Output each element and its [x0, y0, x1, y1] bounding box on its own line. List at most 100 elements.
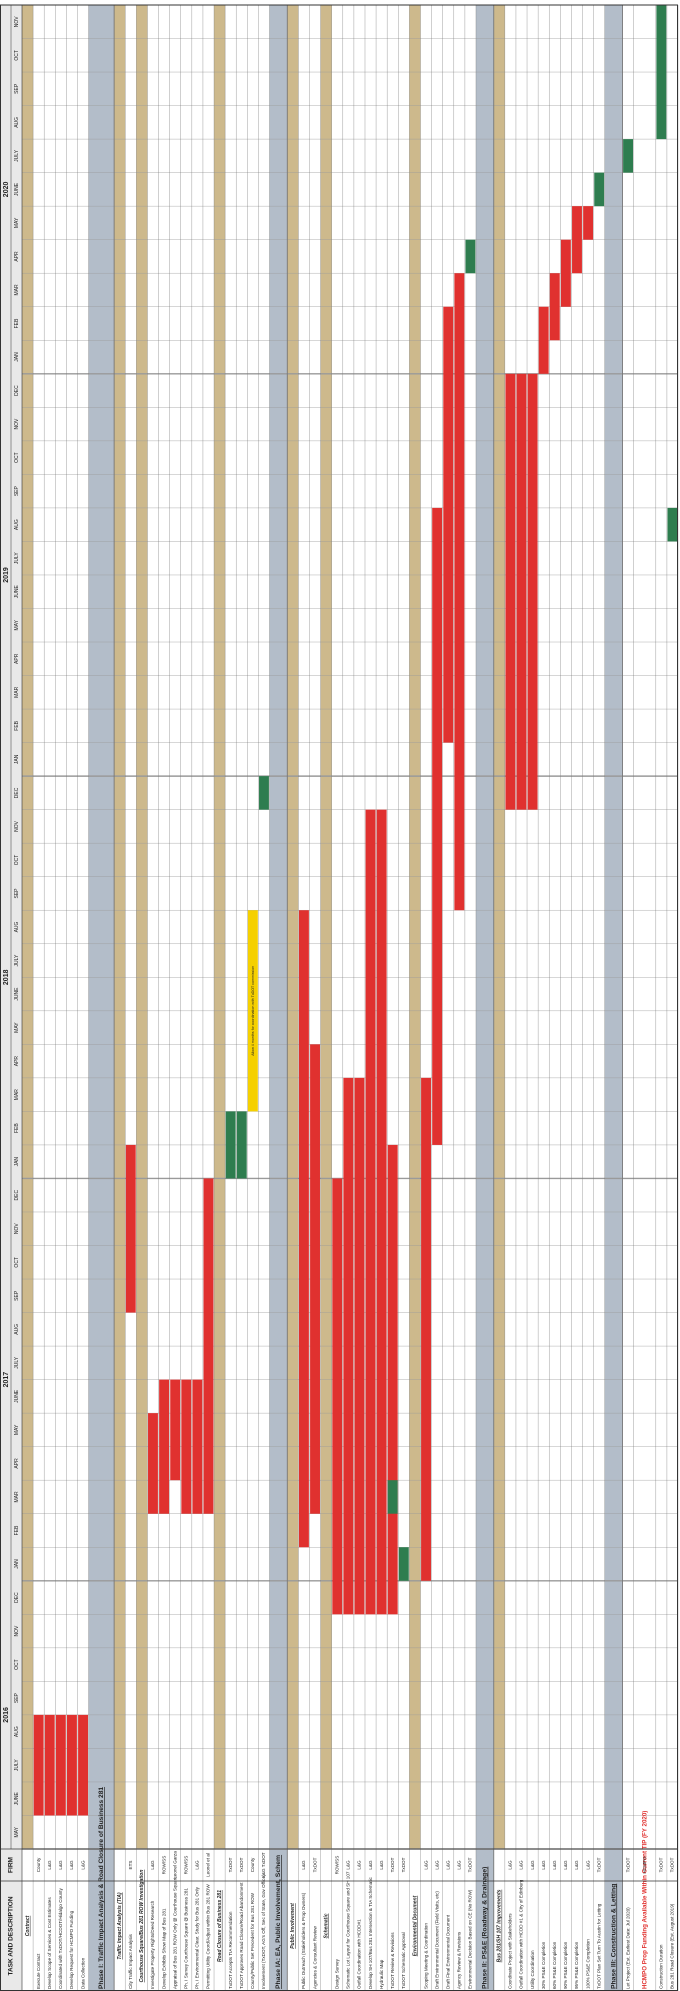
firm-name: TxDOT [468, 1857, 473, 1872]
subsection-band [22, 5, 34, 1849]
month-label: APR [14, 1056, 20, 1067]
firm-name: L&G [563, 1860, 568, 1870]
month-label: JAN [14, 1559, 20, 1569]
gantt-bar [549, 273, 560, 341]
firm-name: L&G [80, 1860, 85, 1870]
gantt-bar [516, 373, 527, 810]
firm-name: L&G [457, 1860, 462, 1870]
month-label: APR [14, 251, 20, 262]
task-name: TxDOT Approves Road Closure/Road Abandon… [239, 1882, 244, 1989]
month-label: NOV [14, 418, 20, 430]
gantt-bar [354, 1077, 365, 1615]
firm-name: ROW/SS [161, 1856, 166, 1875]
month-label: JUNE [14, 1389, 20, 1403]
gantt-bar [33, 1714, 44, 1816]
subsection-title: Road Closure of Business 281 [217, 1890, 223, 1962]
task-name: Permitting Utility Coord/Adjust within B… [206, 1884, 211, 1989]
month-label: MAY [14, 1022, 20, 1033]
task-name: Design Survey [334, 1958, 339, 1989]
firm-name: TxDOT [659, 1857, 664, 1872]
gantt-bar [332, 1178, 343, 1615]
firm-name: L&G [445, 1860, 450, 1870]
firm-name: L&G [434, 1860, 439, 1870]
section-title: Phase II: PS&E (Roadway & Drainage) [482, 1867, 489, 1989]
task-name: 95% PS&E Completion [574, 1941, 579, 1989]
year-label: 2016 [3, 1707, 10, 1723]
month-label: JUNE [14, 182, 20, 196]
month-label: OCT [14, 452, 20, 463]
firm-name: Leonel Garza [172, 1851, 177, 1879]
month-label: AUG [14, 1324, 20, 1335]
month-label: AUG [14, 117, 20, 128]
firm-name: ROW/SS [334, 1856, 339, 1875]
gantt-bar [310, 1044, 320, 1514]
gantt-bar [247, 910, 258, 1112]
firm-name: L&G [368, 1860, 373, 1870]
firm-name: L&G [519, 1860, 524, 1870]
month-label: DEC [14, 1190, 20, 1201]
task-name: Draft Final Environmental Document [445, 1914, 450, 1989]
gantt-bar [538, 306, 549, 374]
gantt-bar [181, 1379, 192, 1514]
month-label: JUNE [14, 1792, 20, 1806]
firm-name: County [250, 1857, 255, 1872]
task-name: Execute Contract [36, 1953, 41, 1989]
firm-name: County [36, 1857, 41, 1872]
gantt-bar [192, 1379, 203, 1514]
gantt-bar [376, 809, 387, 1615]
firm-name: L&G [58, 1860, 63, 1870]
month-label: MAR [14, 284, 20, 296]
subsection-band [136, 5, 148, 1849]
month-label: OCT [14, 50, 20, 61]
task-header: TASK AND DESCRIPTION [8, 1896, 15, 1975]
gantt-bar [583, 206, 594, 240]
section-title: Phase I: Traffic Impact Analysis & Road … [98, 1787, 105, 1989]
task-name: 90% PS&E Completion [563, 1941, 568, 1989]
month-label: JAN [14, 754, 20, 764]
firm-name: L&G [69, 1860, 74, 1870]
gantt-bar [44, 1714, 55, 1816]
firm-name: L&G [541, 1860, 546, 1870]
section-band [475, 5, 494, 1991]
month-label: SEP [14, 83, 20, 94]
firm-name: L&G [150, 1860, 155, 1870]
month-label: AUG [14, 921, 20, 932]
month-label: MAR [14, 686, 20, 698]
task-name: Let Project (Est. Earliest Date: Jul 202… [625, 1907, 630, 1989]
gantt-bar [527, 373, 538, 810]
firm-name: L&G [346, 1860, 351, 1870]
gantt-bar [159, 1379, 170, 1514]
firm-name: ETS [128, 1861, 133, 1870]
subsection-band [287, 5, 299, 1849]
gantt-bar [387, 1480, 398, 1514]
gantt-bar [365, 809, 376, 1615]
task-name: Ph. I Survey Courthouse Square @ Busines… [183, 1888, 188, 1989]
month-label: JULY [14, 954, 20, 967]
firm-name: TxDOT [390, 1857, 395, 1872]
gantt-bar [259, 776, 269, 810]
gantt-bar [55, 1714, 66, 1816]
firm-header: FIRM [8, 1857, 15, 1873]
gantt-bar [203, 1178, 214, 1514]
month-label: DEC [14, 787, 20, 798]
task-name: 30% PS&E Completion [541, 1941, 546, 1989]
gantt-bar [387, 1144, 398, 1615]
firm-name: TxDOT [625, 1857, 630, 1872]
gantt-bar [623, 139, 634, 173]
task-name: County/Public Set Precedent for Bus 281 … [250, 1892, 255, 1989]
gantt-bar [421, 1077, 431, 1581]
gantt-bar [148, 1413, 158, 1514]
month-label: OCT [14, 855, 20, 866]
subsection-title: Environmental Document [412, 1895, 418, 1956]
task-name: Develop Request for HCMPO Funding [69, 1910, 74, 1989]
gantt-bar [225, 1111, 236, 1179]
task-name: Agency Review & Revisions [457, 1931, 462, 1989]
task-name: Coordinated with TxDOT/HCDOT/Hidalgo Cou… [58, 1888, 63, 1989]
gantt-bar [236, 1111, 247, 1179]
subsection-title: Public Involvement [290, 1903, 296, 1949]
task-name: Draft Environmental Document (Field Visi… [434, 1891, 439, 1989]
firm-name: L&G [585, 1860, 590, 1870]
month-label: DEC [14, 1592, 20, 1603]
year-label: 2017 [3, 1372, 10, 1388]
